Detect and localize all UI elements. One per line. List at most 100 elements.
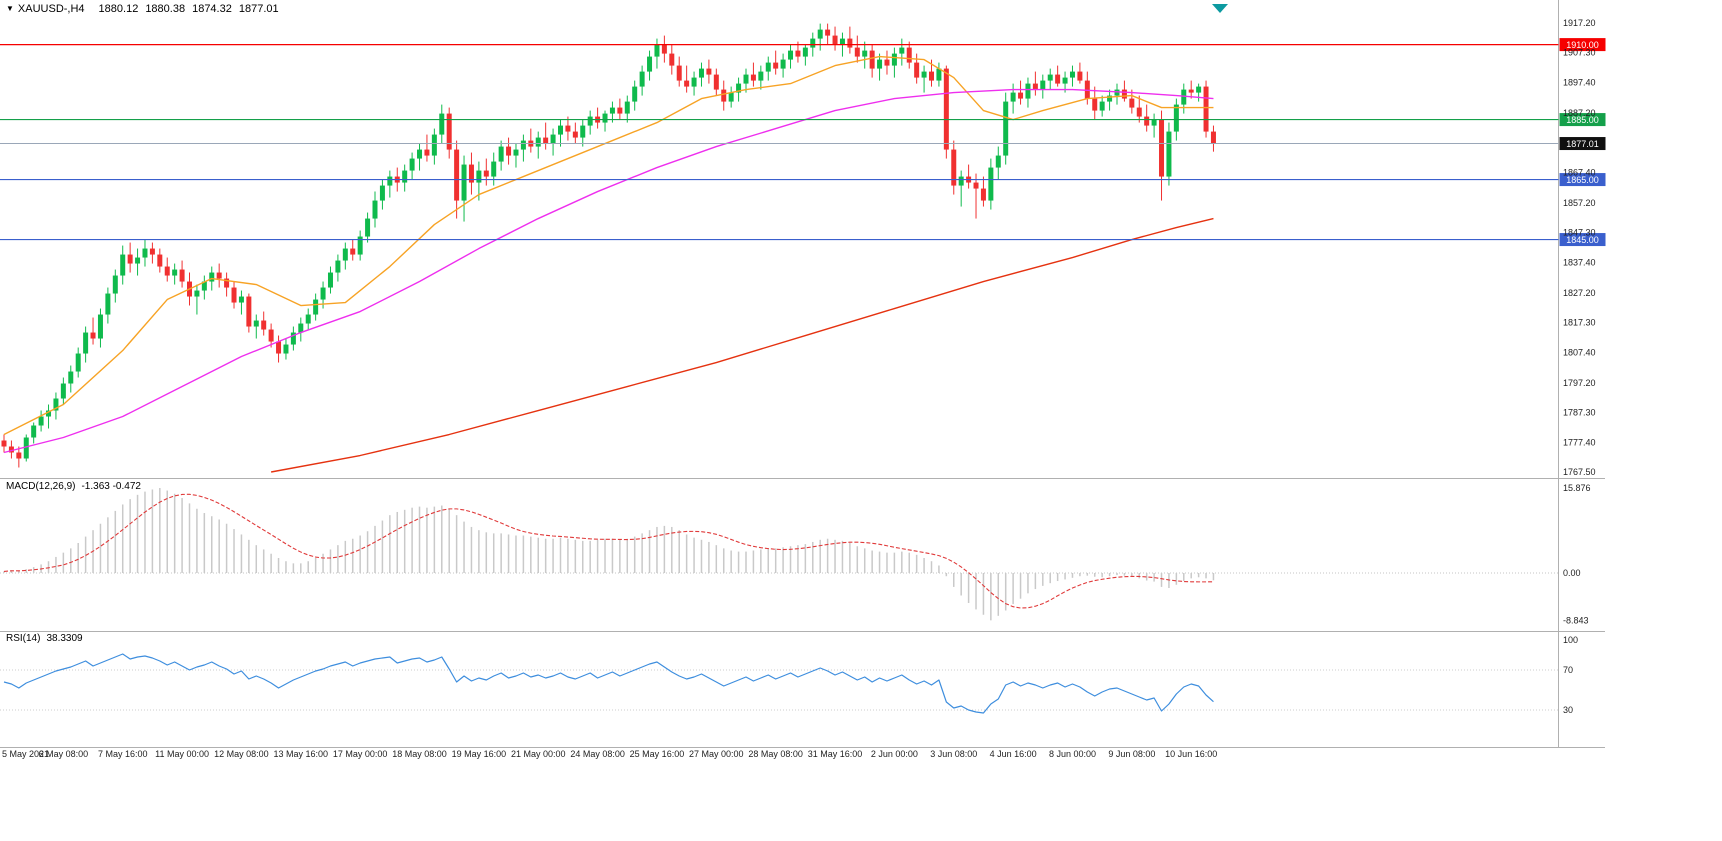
macd-histogram-bar bbox=[715, 545, 718, 573]
macd-histogram-bar bbox=[841, 540, 844, 573]
candle-body bbox=[973, 182, 979, 189]
candle-body bbox=[1203, 86, 1209, 132]
candle-body bbox=[372, 200, 378, 219]
time-axis-label: 5 May 2021 bbox=[2, 749, 49, 759]
macd-histogram-bar bbox=[1086, 573, 1089, 576]
macd-histogram-bar bbox=[656, 526, 658, 573]
macd-histogram-bar bbox=[144, 491, 146, 573]
time-axis-label: 18 May 08:00 bbox=[392, 749, 447, 759]
macd-histogram-bar bbox=[1019, 573, 1022, 599]
price-axis-label: 1787.30 bbox=[1563, 408, 1596, 418]
candle-body bbox=[164, 266, 170, 276]
rsi-scale-label: 30 bbox=[1563, 705, 1573, 715]
candle-body bbox=[1018, 92, 1024, 99]
macd-histogram-bar bbox=[329, 549, 332, 573]
candle-body bbox=[261, 320, 267, 330]
candle-body bbox=[498, 146, 504, 162]
macd-histogram-bar bbox=[886, 552, 888, 573]
macd-histogram-bar bbox=[32, 567, 35, 573]
candle-body bbox=[906, 47, 912, 63]
macd-histogram-bar bbox=[1079, 573, 1081, 577]
rsi-title: RSI(14) bbox=[6, 633, 41, 644]
candle-body bbox=[238, 296, 244, 303]
candle-body bbox=[1003, 101, 1009, 156]
time-axis-label: 13 May 16:00 bbox=[274, 749, 329, 759]
candle-body bbox=[728, 92, 734, 102]
candle-body bbox=[647, 56, 653, 72]
candle-body bbox=[743, 74, 749, 84]
candle-body bbox=[847, 38, 853, 48]
candle-body bbox=[713, 74, 719, 90]
candle-body bbox=[483, 170, 489, 177]
candle-body bbox=[357, 236, 363, 255]
macd-histogram-bar bbox=[455, 515, 458, 573]
candle-body bbox=[120, 254, 126, 276]
macd-histogram-bar bbox=[84, 536, 87, 573]
macd-histogram-bar bbox=[1168, 573, 1170, 588]
ohlc-high: 1880.38 bbox=[145, 3, 186, 15]
candle-body bbox=[765, 62, 771, 72]
candle-body bbox=[632, 86, 638, 102]
candle-body bbox=[839, 38, 845, 45]
candle-body bbox=[788, 50, 794, 60]
candle-body bbox=[684, 80, 690, 87]
macd-histogram-bar bbox=[633, 536, 636, 573]
chart-shift-marker-icon[interactable] bbox=[1212, 4, 1228, 13]
candle-body bbox=[1136, 107, 1142, 117]
candle-body bbox=[454, 149, 460, 201]
ohlc-close: 1877.01 bbox=[238, 3, 279, 15]
time-axis-label: 7 May 16:00 bbox=[98, 749, 148, 759]
candle-body bbox=[936, 68, 942, 81]
candle-body bbox=[327, 272, 333, 288]
candle-body bbox=[1025, 83, 1031, 99]
macd-histogram-bar bbox=[403, 509, 406, 573]
candle-body bbox=[387, 176, 393, 186]
macd-histogram-bar bbox=[863, 548, 866, 573]
macd-histogram-bar bbox=[871, 550, 873, 573]
rsi-panel[interactable] bbox=[0, 632, 1559, 748]
macd-histogram-bar bbox=[166, 490, 168, 573]
price-axis-label: 1807.40 bbox=[1563, 347, 1596, 357]
macd-histogram-bar bbox=[522, 535, 525, 573]
time-axis-label: 12 May 08:00 bbox=[214, 749, 269, 759]
price-axis-label: 1767.50 bbox=[1563, 467, 1596, 477]
candle-body bbox=[38, 416, 44, 426]
candle-body bbox=[580, 125, 586, 138]
candle-body bbox=[899, 47, 905, 54]
candle-body bbox=[1099, 101, 1105, 111]
candle-body bbox=[1069, 71, 1075, 78]
candle-body bbox=[1, 440, 7, 447]
candle-body bbox=[1077, 71, 1083, 81]
macd-histogram-bar bbox=[389, 515, 391, 573]
macd-histogram-bar bbox=[693, 537, 695, 573]
candle-body bbox=[891, 53, 897, 66]
macd-histogram-bar bbox=[730, 550, 732, 573]
macd-histogram-bar bbox=[552, 538, 554, 573]
candle-body bbox=[506, 146, 512, 156]
macd-histogram-bar bbox=[945, 573, 948, 577]
price-level-badge-text: 1865.00 bbox=[1566, 175, 1599, 185]
candle-body bbox=[305, 314, 311, 324]
candle-body bbox=[1032, 83, 1038, 90]
candle-body bbox=[535, 137, 541, 147]
macd-histogram-bar bbox=[418, 506, 421, 573]
symbol-marker-icon: ▼ bbox=[6, 4, 14, 13]
macd-indicator-label: MACD(12,26,9) -1.363 -0.472 bbox=[6, 481, 141, 492]
candle-body bbox=[877, 59, 883, 69]
candle-body bbox=[951, 149, 957, 186]
price-axis-label: 1867.40 bbox=[1563, 167, 1596, 177]
price-axis-label: 1847.30 bbox=[1563, 228, 1596, 238]
macd-histogram-bar bbox=[129, 499, 131, 573]
macd-scale-label: 15.876 bbox=[1563, 483, 1591, 493]
candle-body bbox=[624, 101, 630, 114]
ma-fast-line bbox=[3, 55, 1214, 436]
macd-histogram-bar bbox=[211, 516, 213, 573]
macd-histogram-bar bbox=[567, 538, 569, 573]
time-axis-label: 24 May 08:00 bbox=[570, 749, 625, 759]
macd-histogram-bar bbox=[708, 541, 710, 573]
macd-histogram-bar bbox=[1212, 573, 1215, 581]
candle-body bbox=[817, 29, 823, 39]
macd-histogram-bar bbox=[975, 573, 977, 610]
macd-histogram-bar bbox=[849, 543, 851, 573]
